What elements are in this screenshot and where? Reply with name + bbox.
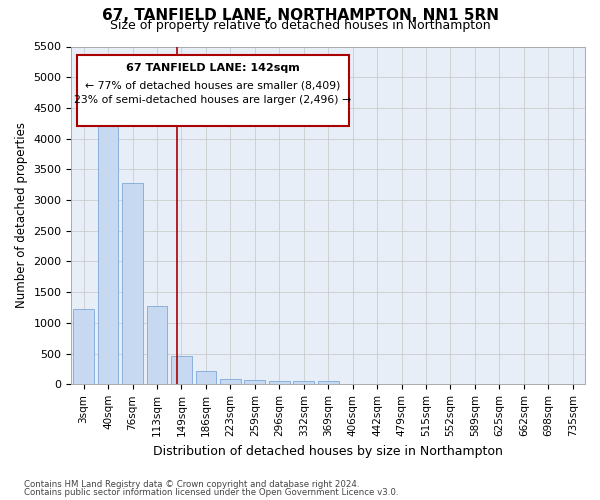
Text: Contains public sector information licensed under the Open Government Licence v3: Contains public sector information licen…: [24, 488, 398, 497]
FancyBboxPatch shape: [77, 55, 349, 126]
Text: Size of property relative to detached houses in Northampton: Size of property relative to detached ho…: [110, 19, 490, 32]
Text: 23% of semi-detached houses are larger (2,496) →: 23% of semi-detached houses are larger (…: [74, 96, 351, 106]
Bar: [220, 379, 241, 384]
Bar: [73, 309, 94, 384]
Bar: [196, 372, 217, 384]
Bar: [244, 380, 265, 384]
Y-axis label: Number of detached properties: Number of detached properties: [15, 122, 28, 308]
Bar: [171, 356, 192, 384]
Bar: [269, 380, 290, 384]
Bar: [146, 306, 167, 384]
X-axis label: Distribution of detached houses by size in Northampton: Distribution of detached houses by size …: [153, 444, 503, 458]
Text: 67, TANFIELD LANE, NORTHAMPTON, NN1 5RN: 67, TANFIELD LANE, NORTHAMPTON, NN1 5RN: [101, 8, 499, 22]
Text: ← 77% of detached houses are smaller (8,409): ← 77% of detached houses are smaller (8,…: [85, 80, 340, 90]
Bar: [293, 381, 314, 384]
Text: Contains HM Land Registry data © Crown copyright and database right 2024.: Contains HM Land Registry data © Crown c…: [24, 480, 359, 489]
Bar: [318, 381, 338, 384]
Bar: [122, 184, 143, 384]
Bar: [98, 122, 118, 384]
Text: 67 TANFIELD LANE: 142sqm: 67 TANFIELD LANE: 142sqm: [126, 64, 299, 74]
